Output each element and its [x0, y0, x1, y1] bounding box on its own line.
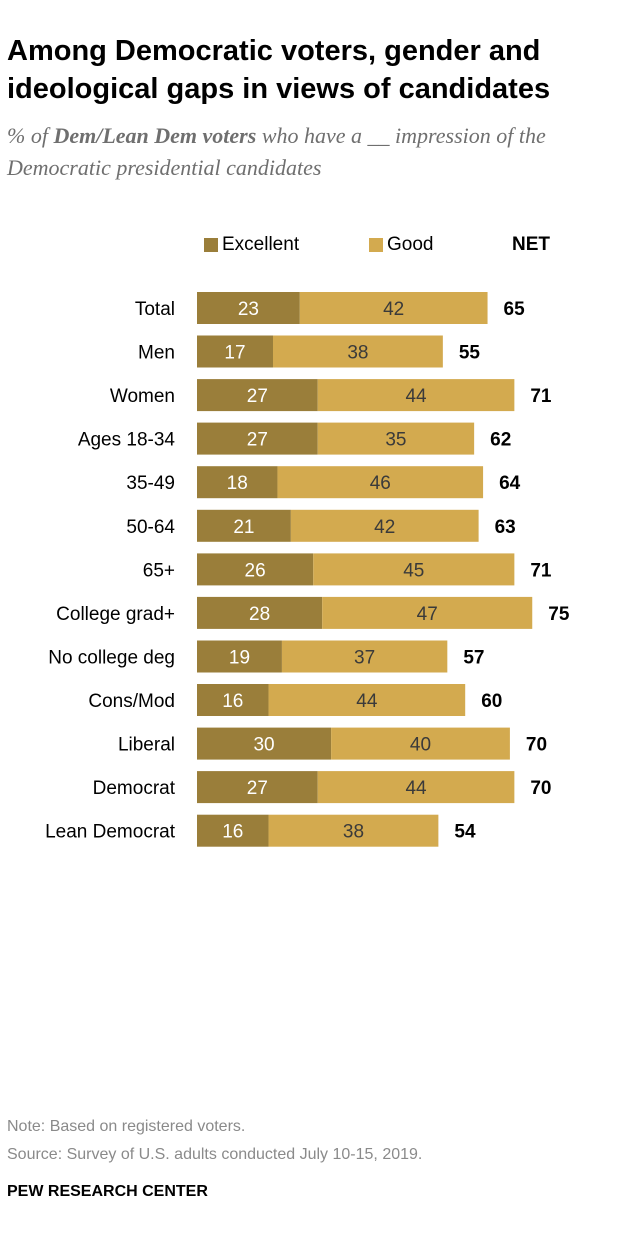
value-excellent-65: 26	[245, 560, 266, 581]
bar-excellent-men	[197, 335, 273, 368]
bar-good-total	[299, 292, 488, 324]
category-label-men: Men	[138, 343, 175, 364]
value-net-women: 71	[530, 386, 552, 407]
value-excellent-men: 17	[224, 343, 245, 364]
value-good-lean-democrat: 38	[343, 822, 364, 843]
category-label-no-college-deg: No college deg	[48, 648, 175, 669]
value-excellent-no-college-deg: 19	[229, 648, 250, 669]
value-excellent-ages-18-34: 27	[247, 430, 268, 451]
value-net-35-49: 64	[499, 473, 521, 494]
value-excellent-lean-democrat: 16	[222, 822, 243, 843]
value-good-liberal: 40	[410, 735, 431, 756]
bar-good-liberal	[331, 727, 510, 760]
chart-source: Source: Survey of U.S. adults conducted …	[7, 1146, 423, 1163]
value-good-50-64: 42	[374, 517, 395, 538]
value-net-liberal: 70	[526, 735, 547, 756]
subtitle-emphasis: Dem/Lean Dem voters	[53, 123, 257, 148]
category-label-women: Women	[110, 386, 175, 407]
value-good-no-college-deg: 37	[354, 648, 375, 669]
chart-title: Among Democratic voters, gender and ideo…	[7, 35, 551, 105]
bar-excellent-lean-democrat	[197, 814, 269, 847]
value-excellent-democrat: 27	[247, 778, 268, 799]
value-good-cons-mod: 44	[356, 691, 378, 712]
bar-good-cons-mod	[268, 684, 466, 716]
bar-good-college-grad	[322, 596, 533, 629]
chart-subtitle: % of Dem/Lean Dem voters who have a __ i…	[7, 120, 607, 184]
category-label-lean-democrat: Lean Democrat	[45, 822, 176, 843]
value-excellent-liberal: 30	[253, 735, 274, 756]
bar-good-lean-democrat	[268, 814, 439, 847]
bar-excellent-liberal	[197, 727, 332, 760]
bar-excellent-college-grad	[197, 596, 323, 629]
category-label-65: 65+	[143, 560, 175, 581]
bar-excellent-women	[197, 379, 318, 412]
category-label-cons-mod: Cons/Mod	[88, 691, 175, 712]
value-net-men: 55	[459, 343, 481, 364]
bar-excellent-50-64	[197, 509, 291, 542]
legend-label-good: Good	[387, 234, 434, 255]
bar-good-50-64	[290, 509, 479, 542]
bar-excellent-65	[197, 553, 314, 586]
bar-excellent-total	[197, 292, 300, 324]
bar-excellent-cons-mod	[197, 684, 269, 716]
bar-excellent-no-college-deg	[197, 640, 282, 673]
value-excellent-college-grad: 28	[249, 604, 270, 625]
bar-good-35-49	[277, 466, 484, 499]
chart-note: Note: Based on registered voters.	[7, 1118, 246, 1135]
bar-good-65	[313, 553, 515, 586]
value-net-democrat: 70	[530, 778, 551, 799]
value-net-65: 71	[530, 560, 552, 581]
legend-label-excellent: Excellent	[222, 234, 300, 255]
value-good-college-grad: 47	[417, 604, 438, 625]
value-excellent-50-64: 21	[233, 517, 254, 538]
value-good-35-49: 46	[370, 473, 391, 494]
value-excellent-cons-mod: 16	[222, 691, 243, 712]
value-excellent-total: 23	[238, 299, 259, 320]
bar-good-men	[272, 335, 443, 368]
legend-net-header: NET	[512, 234, 550, 255]
bar-excellent-democrat	[197, 771, 318, 804]
value-net-50-64: 63	[495, 517, 516, 538]
value-good-65: 45	[403, 560, 424, 581]
pew-logo-text: PEW RESEARCH CENTER	[7, 1183, 208, 1200]
category-label-ages-18-34: Ages 18-34	[78, 430, 176, 451]
bar-good-no-college-deg	[281, 640, 448, 673]
bar-excellent-35-49	[197, 466, 278, 499]
value-good-ages-18-34: 35	[385, 430, 406, 451]
bar-good-ages-18-34	[317, 422, 475, 455]
bar-good-women	[317, 379, 515, 412]
legend-swatch-good	[369, 238, 383, 252]
category-label-democrat: Democrat	[93, 778, 176, 799]
value-good-democrat: 44	[405, 778, 427, 799]
value-net-lean-democrat: 54	[454, 822, 476, 843]
value-net-no-college-deg: 57	[463, 648, 484, 669]
value-excellent-35-49: 18	[227, 473, 248, 494]
value-good-women: 44	[405, 386, 427, 407]
bar-good-democrat	[317, 771, 515, 804]
value-excellent-women: 27	[247, 386, 268, 407]
value-net-ages-18-34: 62	[490, 430, 511, 451]
category-label-50-64: 50-64	[126, 517, 175, 538]
value-net-college-grad: 75	[548, 604, 570, 625]
category-label-college-grad: College grad+	[56, 604, 175, 625]
category-label-35-49: 35-49	[126, 473, 175, 494]
category-label-liberal: Liberal	[118, 735, 175, 756]
category-label-total: Total	[135, 299, 175, 320]
value-good-men: 38	[347, 343, 368, 364]
subtitle-prefix: % of	[7, 123, 54, 148]
value-net-cons-mod: 60	[481, 691, 502, 712]
value-good-total: 42	[383, 299, 404, 320]
subtitle-suffix: who have a __ impression of the Democrat…	[7, 123, 546, 180]
value-net-total: 65	[504, 299, 526, 320]
bar-excellent-ages-18-34	[197, 422, 318, 455]
legend-swatch-excellent	[204, 238, 218, 252]
